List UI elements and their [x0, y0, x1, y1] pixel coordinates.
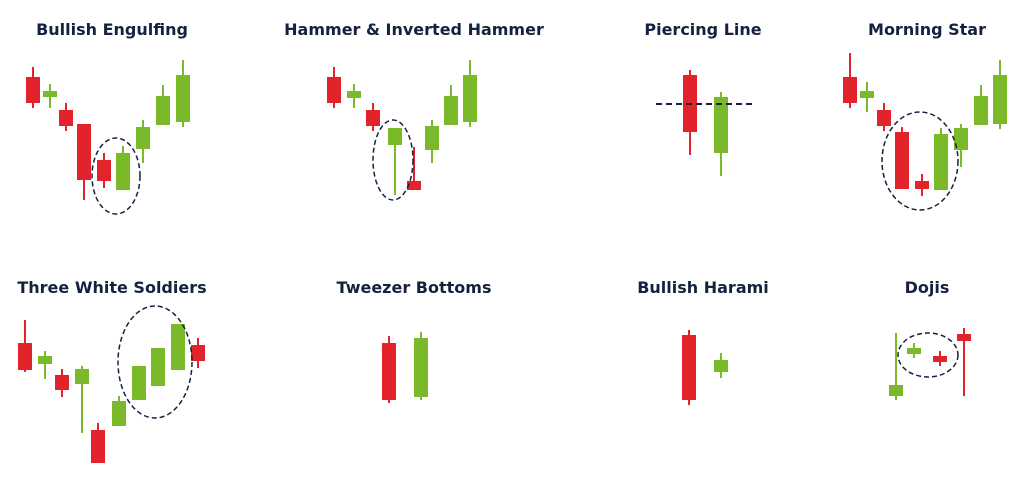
- candle-body: [860, 91, 874, 98]
- candle-body: [382, 343, 396, 400]
- candle-body: [957, 334, 971, 341]
- candle-body: [327, 77, 341, 103]
- candle-body: [18, 343, 32, 370]
- pattern-title: Bullish Engulfing: [36, 20, 188, 39]
- candle-body: [151, 348, 165, 386]
- candle-body: [444, 96, 458, 125]
- candle-body: [425, 126, 439, 150]
- pattern-title: Tweezer Bottoms: [337, 278, 492, 297]
- candle-body: [55, 375, 69, 390]
- candle-body: [877, 110, 891, 126]
- candle-body: [414, 338, 428, 397]
- pattern-highlight: [91, 137, 141, 215]
- candle-body: [112, 401, 126, 426]
- candle-body: [714, 97, 728, 153]
- candle-body: [463, 75, 477, 122]
- candle-body: [895, 132, 909, 189]
- pattern-highlight: [881, 111, 959, 211]
- candle-body: [347, 91, 361, 98]
- pattern-title: Three White Soldiers: [17, 278, 206, 297]
- candle-body: [954, 128, 968, 150]
- candle-body: [132, 366, 146, 400]
- candle-body: [171, 324, 185, 370]
- candle-body: [26, 77, 40, 103]
- candle-body: [136, 127, 150, 149]
- pattern-title: Dojis: [905, 278, 950, 297]
- pattern-title: Hammer & Inverted Hammer: [284, 20, 544, 39]
- pattern-highlight: [897, 332, 959, 378]
- candle-body: [407, 181, 421, 190]
- candle-body: [993, 75, 1007, 124]
- candle-body: [176, 75, 190, 122]
- candle-body: [843, 77, 857, 103]
- candle-body: [116, 153, 130, 190]
- candle-body: [974, 96, 988, 125]
- candle-body: [934, 134, 948, 190]
- candle-body: [191, 345, 205, 361]
- pattern-title: Piercing Line: [644, 20, 761, 39]
- candle-body: [97, 160, 111, 181]
- candle-body: [59, 110, 73, 126]
- candle-body: [933, 356, 947, 362]
- candle-body: [75, 369, 89, 384]
- pattern-highlight: [372, 119, 414, 201]
- candle-body: [366, 110, 380, 126]
- pattern-title: Bullish Harami: [637, 278, 769, 297]
- candle-body: [388, 128, 402, 145]
- candle-body: [915, 181, 929, 189]
- candle-body: [714, 360, 728, 372]
- candle-body: [43, 91, 57, 97]
- candle-body: [91, 430, 105, 463]
- candle-body: [682, 335, 696, 400]
- candle-body: [38, 356, 52, 364]
- candle-body: [77, 124, 91, 180]
- candle-body: [889, 385, 903, 396]
- pattern-title: Morning Star: [868, 20, 986, 39]
- candle-body: [907, 348, 921, 354]
- candle-body: [156, 96, 170, 125]
- pattern-highlight: [117, 305, 193, 419]
